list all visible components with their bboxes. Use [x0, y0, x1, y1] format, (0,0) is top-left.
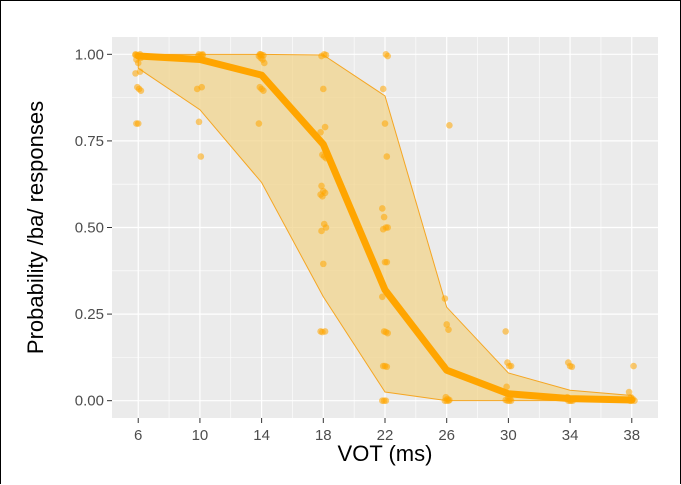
data-point: [320, 260, 327, 268]
data-point: [195, 118, 203, 126]
data-point: [445, 397, 452, 404]
data-point: [318, 52, 325, 60]
data-point: [257, 51, 265, 58]
data-point: [322, 224, 330, 231]
data-point: [134, 59, 142, 67]
x-axis-title: VOT (ms): [338, 441, 433, 466]
data-point: [199, 51, 206, 58]
data-point: [381, 120, 389, 127]
y-tick-label: 0.00: [75, 393, 104, 410]
data-point: [379, 293, 386, 301]
data-point: [137, 87, 145, 94]
data-point: [318, 182, 325, 190]
y-tick-label: 0.50: [75, 220, 104, 237]
data-point: [384, 52, 392, 60]
data-point: [445, 326, 452, 333]
data-point: [383, 258, 391, 266]
x-tick-label: 38: [623, 427, 640, 444]
data-point: [568, 363, 576, 371]
data-point: [132, 70, 139, 77]
data-point: [318, 227, 325, 235]
data-point: [321, 123, 329, 131]
data-point: [630, 362, 637, 370]
x-tick-label: 10: [192, 427, 209, 444]
data-point: [382, 397, 390, 404]
data-point: [319, 193, 326, 200]
data-point: [446, 122, 453, 129]
data-point: [502, 328, 509, 335]
data-point: [507, 397, 515, 404]
data-point: [197, 153, 205, 160]
y-tick-label: 1.00: [75, 46, 104, 63]
x-tick-label: 34: [562, 427, 579, 444]
x-tick-label: 22: [377, 427, 394, 444]
data-point: [379, 85, 387, 93]
data-point: [503, 383, 510, 391]
axis-ticks: 6 10 14 18 22 26 30 34 38 0.00 0.25 0.50 0.75 1.00: [75, 46, 640, 444]
data-point: [507, 362, 515, 370]
data-point: [625, 388, 633, 396]
y-tick-label: 0.25: [75, 306, 104, 323]
data-point: [379, 205, 386, 212]
x-tick-label: 26: [438, 427, 455, 444]
y-axis-title: Probability /ba/ responses: [23, 101, 48, 354]
data-point: [383, 153, 391, 160]
data-point: [320, 85, 327, 93]
data-point: [317, 128, 324, 136]
series-line-layer: [134, 52, 636, 404]
series-line: [134, 52, 636, 404]
data-point: [134, 120, 142, 127]
data-point: [383, 363, 391, 371]
data-point: [319, 328, 326, 336]
data-points-layer: [132, 51, 638, 404]
data-point: [380, 213, 388, 221]
data-point: [441, 295, 449, 302]
data-point: [379, 225, 387, 233]
data-point: [443, 321, 450, 328]
x-tick-label: 18: [315, 427, 332, 444]
data-point: [260, 87, 267, 94]
x-tick-label: 30: [500, 427, 517, 444]
x-tick-label: 14: [253, 427, 270, 444]
data-point: [255, 120, 263, 127]
data-point: [384, 329, 392, 337]
data-point: [193, 85, 201, 93]
x-tick-label: 6: [134, 427, 142, 444]
data-point: [261, 59, 268, 67]
y-tick-label: 0.75: [75, 133, 104, 150]
